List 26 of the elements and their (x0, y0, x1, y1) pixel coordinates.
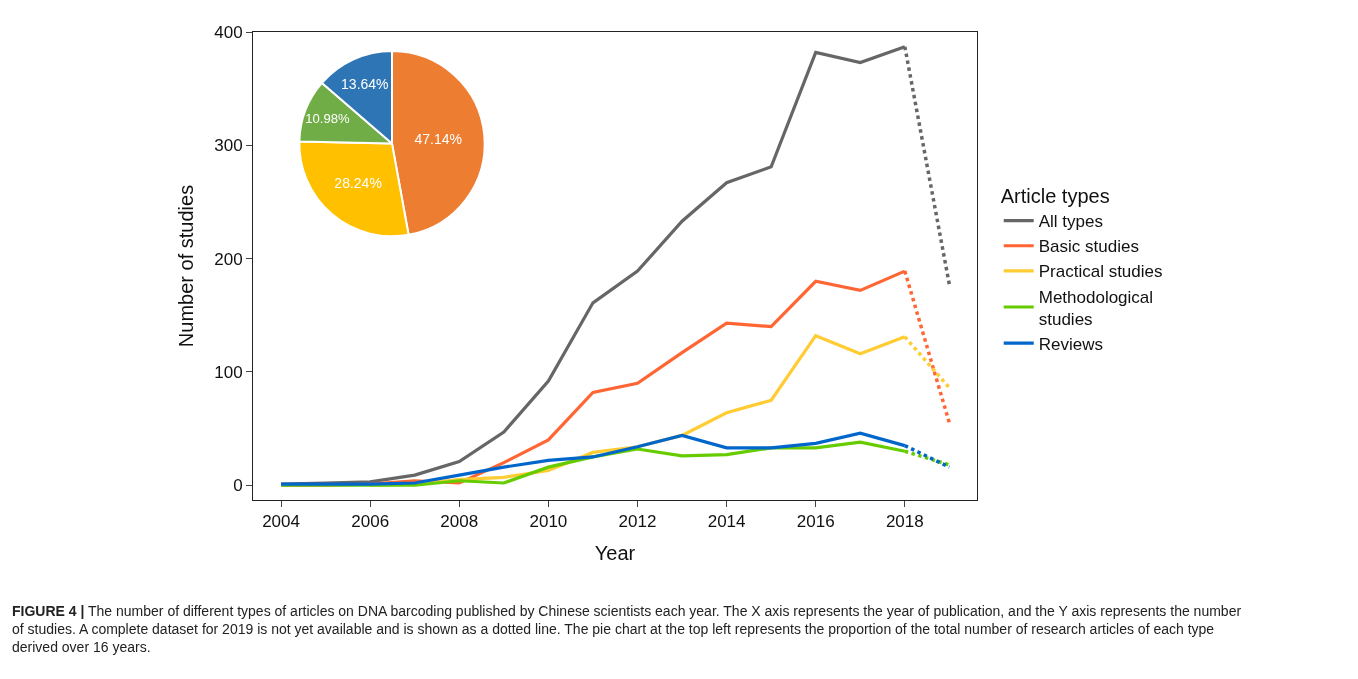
x-tick-label: 2012 (618, 512, 657, 532)
y-tick-label: 200 (214, 249, 243, 269)
legend-label: Reviews (1038, 334, 1103, 354)
data-label: 28.24% (334, 175, 382, 192)
x-tick-label: 2016 (796, 512, 835, 532)
y-axis-title: Number of studies (174, 184, 197, 348)
legend-label: All types (1038, 212, 1103, 232)
legend-label: Basic studies (1038, 237, 1139, 257)
y-tick-label: 400 (214, 22, 243, 42)
x-tick-label: 2006 (351, 512, 390, 532)
x-axis-title: Year (594, 541, 636, 564)
x-tick-label: 2018 (885, 512, 924, 532)
x-tick-label: 2010 (529, 512, 568, 532)
y-tick-label: 0 (233, 476, 243, 496)
caption: FIGURE 4 | The number of different types of articles on DNA barcoding published by Chinese scientists each year. The X axis represents the year of publication, and the Y axis represents the number of studies. A complete dataset for 2019 is not yet available and is shown as a dotted line. The pie chart at the top left represents the proportion of the total number of research articles of each type derived over 16 years. (12, 603, 1242, 656)
legend-label: Methodological studies (1038, 287, 1154, 329)
y-tick-label: 300 (214, 136, 243, 156)
x-tick-label: 2004 (262, 512, 300, 532)
x-tick-label: 2008 (440, 512, 479, 532)
data-label: 47.14% (414, 131, 462, 148)
data-label: 10.98% (305, 111, 350, 127)
legend-title: Article types (1000, 185, 1110, 208)
legend-label: Practical studies (1038, 262, 1163, 282)
data-label: 13.64% (341, 76, 389, 93)
y-tick-label: 100 (214, 362, 243, 382)
x-tick-label: 2014 (707, 512, 746, 532)
